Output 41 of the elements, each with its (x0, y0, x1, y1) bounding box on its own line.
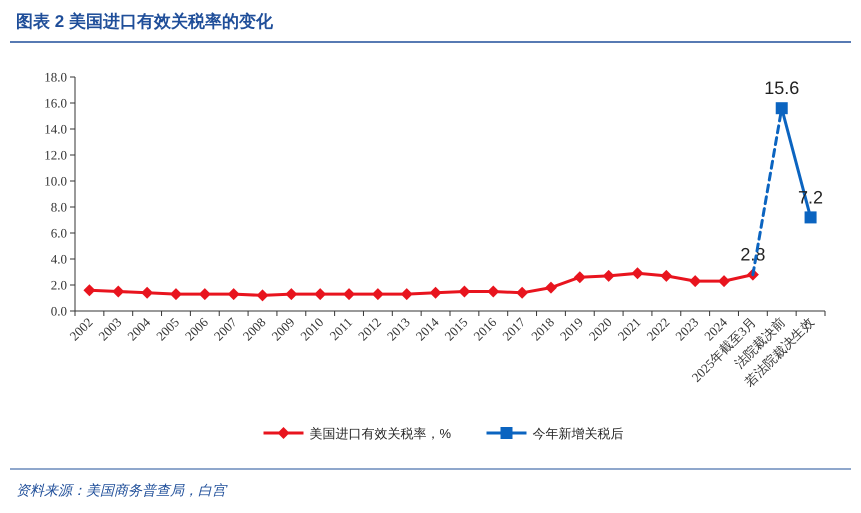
y-tick-label: 0.0 (50, 304, 67, 318)
point (776, 102, 788, 114)
point (256, 289, 268, 302)
y-tick-label: 8.0 (50, 200, 67, 214)
point (660, 270, 672, 282)
y-tick-label: 18.0 (44, 70, 67, 84)
point (198, 288, 211, 300)
point (458, 286, 470, 298)
point (718, 275, 730, 288)
point (314, 288, 326, 300)
point (285, 288, 298, 300)
point (141, 286, 154, 299)
point (430, 286, 442, 299)
x-tick-label: 2011 (326, 314, 356, 344)
point (516, 286, 528, 299)
point (544, 282, 557, 294)
point (228, 288, 240, 300)
point (83, 284, 96, 296)
title: 图表 2 美国进口有效关税率的变化 (16, 12, 273, 31)
point (112, 286, 124, 298)
point (170, 288, 182, 300)
point (487, 286, 500, 298)
y-tick-label: 10.0 (44, 174, 67, 188)
y-tick-label: 12.0 (44, 148, 67, 162)
point (602, 270, 615, 282)
data-label: 15.6 (764, 78, 800, 98)
text: 资料来源：美国商务普查局，白宫 (16, 482, 228, 498)
legend-label: 美国进口有效关税率，% (310, 426, 452, 441)
y-tick-label: 16.0 (44, 96, 67, 110)
point (689, 275, 702, 288)
point (400, 288, 413, 300)
y-tick-label: 4.0 (50, 252, 67, 266)
point (372, 288, 384, 300)
point (804, 211, 817, 224)
point (343, 288, 356, 300)
y-tick-label: 2.0 (50, 278, 67, 292)
point (632, 267, 644, 280)
y-tick-label: 14.0 (44, 122, 67, 136)
point (574, 271, 586, 284)
legend-label: 今年新增关税后 (532, 426, 624, 441)
y-tick-label: 6.0 (50, 226, 67, 240)
